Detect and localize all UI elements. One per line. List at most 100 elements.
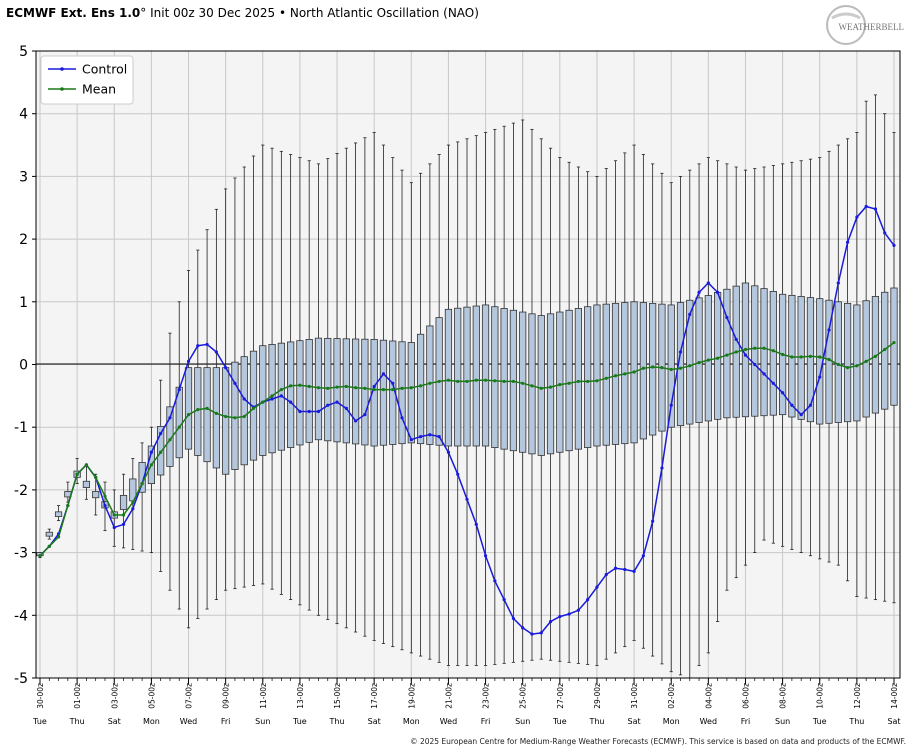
control-point	[168, 416, 172, 420]
control-point	[669, 403, 673, 407]
mean-point	[623, 372, 627, 376]
control-point	[493, 579, 497, 583]
x-tick-label: 11-00z	[259, 683, 268, 709]
x-tick-label: 29-00z	[593, 683, 602, 709]
x-tick-label: 15-00z	[333, 683, 342, 709]
control-point	[121, 522, 126, 526]
mean-point	[270, 394, 274, 398]
mean-point	[140, 482, 144, 486]
day-label: Thu	[848, 717, 864, 726]
mean-point	[381, 387, 386, 392]
x-tick-label: 30-00z	[36, 683, 45, 709]
day-label: Mon	[663, 717, 680, 726]
mean-point	[335, 385, 339, 389]
y-tick-label: 5	[19, 44, 28, 60]
iqr-box	[184, 367, 193, 450]
mean-point	[521, 381, 525, 385]
mean-point	[641, 366, 645, 370]
x-tick-label: 09-00z	[222, 683, 231, 709]
chart-title: ECMWF Ext. Ens 1.0° Init 00z 30 Dec 2025…	[6, 6, 479, 20]
control-point	[623, 567, 627, 572]
mean-point	[548, 385, 553, 389]
control-point	[873, 207, 878, 211]
day-label: Wed	[700, 717, 717, 726]
iqr-box	[714, 291, 722, 420]
y-tick-label: -5	[14, 671, 28, 687]
control-point	[706, 281, 710, 285]
mean-point	[344, 384, 348, 389]
control-point	[196, 344, 200, 348]
y-tick-label: -1	[14, 420, 28, 436]
control-point	[298, 409, 302, 414]
mean-point	[38, 554, 42, 558]
mean-point	[632, 370, 636, 374]
mean-point	[716, 356, 720, 360]
day-label: Tue	[552, 717, 567, 726]
mean-point	[363, 386, 367, 390]
mean-series	[38, 340, 896, 558]
mean-point	[493, 379, 497, 383]
iqr-box	[556, 311, 564, 453]
mean-point	[131, 500, 135, 505]
x-tick-label: 21-00z	[444, 683, 453, 709]
iqr-box	[240, 356, 248, 466]
weatherbell-logo: WEATHERBELL	[826, 5, 905, 45]
x-tick-label: 10-00z	[816, 683, 825, 709]
iqr-box	[379, 339, 388, 446]
day-label: Tue	[292, 717, 307, 726]
mean-point	[168, 438, 172, 442]
iqr-box	[361, 338, 369, 446]
mean-point	[372, 387, 376, 392]
control-point	[595, 585, 599, 589]
mean-point	[697, 361, 701, 365]
iqr-box	[398, 341, 406, 445]
day-label: Fri	[221, 717, 231, 726]
mean-point	[233, 416, 237, 420]
iqr-box	[806, 297, 815, 423]
iqr-box	[574, 308, 582, 450]
iqr-box	[305, 339, 313, 443]
mean-point	[251, 406, 256, 410]
control-point	[316, 409, 321, 414]
mean-point	[326, 386, 330, 390]
control-point	[483, 554, 488, 558]
x-tick-label: 06-00z	[741, 683, 750, 709]
iqr-box	[853, 304, 861, 422]
x-tick-label: 02-00z	[667, 683, 676, 709]
mean-point	[558, 382, 562, 387]
iqr-box	[203, 367, 211, 463]
mean-point	[892, 340, 896, 345]
legend-mean-marker	[60, 87, 64, 91]
iqr-box	[82, 480, 91, 488]
mean-point	[84, 463, 89, 467]
mean-point	[400, 386, 404, 390]
iqr-box	[769, 291, 777, 416]
control-point	[381, 372, 386, 376]
iqr-box	[528, 313, 536, 455]
boxes	[36, 282, 898, 557]
day-label: Fri	[741, 717, 751, 726]
y-tick-label: 2	[19, 232, 28, 248]
control-point	[326, 403, 330, 407]
mean-point	[669, 367, 673, 372]
day-label: Mon	[143, 717, 160, 726]
x-tick-label: 19-00z	[407, 683, 416, 709]
mean-point	[762, 346, 766, 350]
mean-point	[567, 381, 571, 385]
iqr-box	[565, 309, 573, 452]
control-point	[660, 466, 664, 470]
x-tick-label: 25-00z	[519, 683, 528, 709]
iqr-box	[890, 287, 898, 406]
mean-point	[307, 384, 311, 389]
control-point	[762, 372, 766, 376]
y-tick-label: 1	[19, 295, 28, 311]
iqr-box	[54, 511, 63, 517]
mean-point	[511, 379, 516, 384]
control-series	[38, 204, 896, 636]
logo-text: WEATHERBELL	[839, 22, 905, 32]
iqr-box	[463, 306, 471, 447]
mean-point	[845, 366, 850, 370]
mean-point	[530, 384, 534, 388]
control-point	[883, 231, 887, 235]
